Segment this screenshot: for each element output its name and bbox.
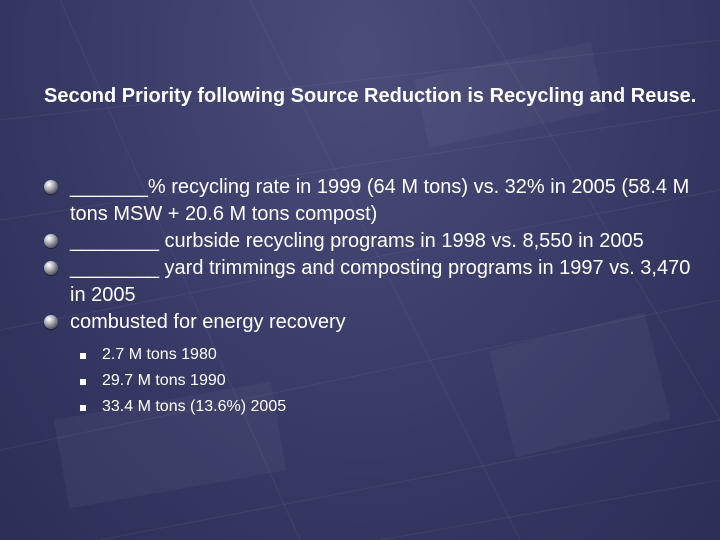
bullet-item: _______% recycling rate in 1999 (64 M to…: [44, 174, 694, 228]
bullet-text: combusted for energy recovery: [70, 311, 346, 333]
sub-bullet-item: 2.7 M tons 1980: [70, 342, 694, 368]
bullet-item: combusted for energy recovery 2.7 M tons…: [44, 309, 694, 420]
bullet-text: _______% recycling rate in 1999 (64 M to…: [70, 176, 690, 225]
square-bullet-icon: [80, 405, 86, 411]
sub-bullet-list: 2.7 M tons 1980 29.7 M tons 1990 33.4 M …: [70, 342, 694, 420]
sub-bullet-item: 33.4 M tons (13.6%) 2005: [70, 394, 694, 420]
square-bullet-icon: [80, 379, 86, 385]
sphere-bullet-icon: [44, 180, 58, 194]
sphere-bullet-icon: [44, 261, 58, 275]
bullet-list: _______% recycling rate in 1999 (64 M to…: [44, 174, 694, 420]
bullet-text: ________ curbside recycling programs in …: [70, 230, 644, 252]
sub-bullet-text: 33.4 M tons (13.6%) 2005: [102, 398, 287, 415]
sphere-bullet-icon: [44, 315, 58, 329]
sub-bullet-item: 29.7 M tons 1990: [70, 368, 694, 394]
slide-heading: Second Priority following Source Reducti…: [44, 85, 697, 107]
bullet-item: ________ curbside recycling programs in …: [44, 228, 694, 255]
bullet-text: ________ yard trimmings and composting p…: [70, 257, 691, 306]
sphere-bullet-icon: [44, 234, 58, 248]
bullet-item: ________ yard trimmings and composting p…: [44, 255, 694, 309]
sub-bullet-text: 2.7 M tons 1980: [102, 346, 217, 363]
sub-bullet-text: 29.7 M tons 1990: [102, 372, 226, 389]
square-bullet-icon: [80, 353, 86, 359]
